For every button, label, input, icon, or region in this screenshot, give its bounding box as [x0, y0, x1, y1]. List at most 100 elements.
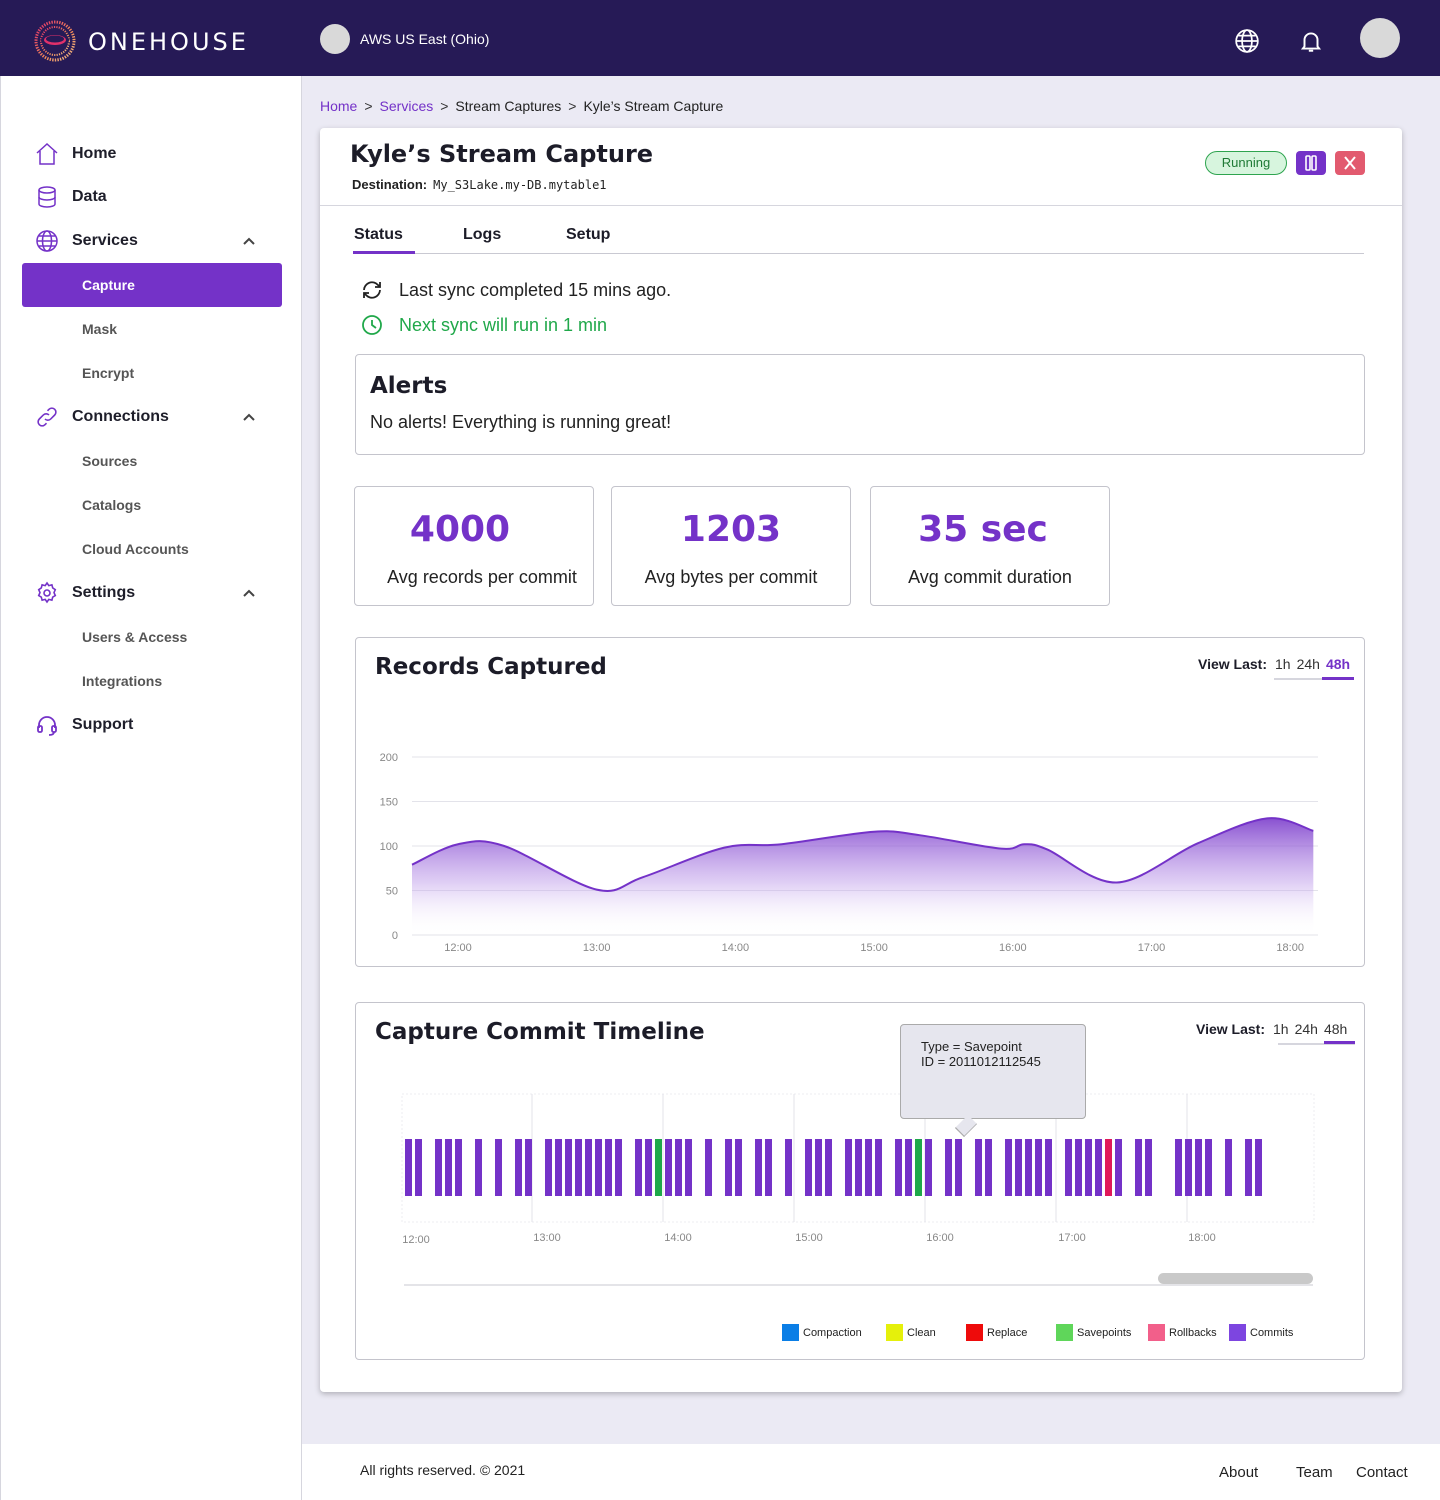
commit-bar[interactable]: [955, 1139, 962, 1196]
sidebar-item-home[interactable]: Home: [35, 139, 116, 169]
avatar[interactable]: [1360, 18, 1400, 58]
commit-bar[interactable]: [1225, 1139, 1232, 1196]
globe-icon[interactable]: [1234, 28, 1260, 54]
commit-bar[interactable]: [455, 1139, 462, 1196]
commit-bar[interactable]: [565, 1139, 572, 1196]
commit-bar[interactable]: [1095, 1139, 1102, 1196]
commit-bar[interactable]: [845, 1139, 852, 1196]
commit-bar[interactable]: [595, 1139, 602, 1196]
sidebar-item-sources[interactable]: Sources: [82, 453, 138, 469]
commit-bar[interactable]: [635, 1139, 642, 1196]
commit-bar[interactable]: [1035, 1139, 1042, 1196]
commit-bar[interactable]: [405, 1139, 412, 1196]
commit-bar[interactable]: [825, 1139, 832, 1196]
chevron-up-icon[interactable]: [241, 585, 257, 601]
commit-bar[interactable]: [665, 1139, 672, 1196]
breadcrumb-services[interactable]: Services: [379, 98, 434, 114]
pause-button[interactable]: [1296, 151, 1326, 175]
commit-bar[interactable]: [1145, 1139, 1152, 1196]
commit-bar[interactable]: [475, 1139, 482, 1196]
commit-bar[interactable]: [755, 1139, 762, 1196]
commit-bar[interactable]: [1205, 1139, 1212, 1196]
commit-bar[interactable]: [575, 1139, 582, 1196]
sidebar-item-settings[interactable]: Settings: [35, 578, 135, 608]
commit-bar[interactable]: [1195, 1139, 1202, 1196]
tab-status[interactable]: Status: [354, 226, 403, 243]
commit-bar[interactable]: [685, 1139, 692, 1196]
commit-bar[interactable]: [1255, 1139, 1262, 1196]
commit-bar[interactable]: [865, 1139, 872, 1196]
commit-bar[interactable]: [705, 1139, 712, 1196]
tab-setup[interactable]: Setup: [566, 226, 611, 243]
commit-bar[interactable]: [1015, 1139, 1022, 1196]
sidebar-item-support[interactable]: Support: [35, 710, 133, 740]
footer-link-about[interactable]: About: [1219, 1464, 1259, 1481]
commit-bar[interactable]: [675, 1139, 682, 1196]
sidebar-item-integrations[interactable]: Integrations: [82, 673, 163, 689]
commit-bar[interactable]: [415, 1139, 422, 1196]
stop-button[interactable]: [1335, 151, 1365, 175]
rollback-bar[interactable]: [1105, 1139, 1112, 1196]
commit-bar[interactable]: [855, 1139, 862, 1196]
commit-bar[interactable]: [1175, 1139, 1182, 1196]
sidebar-item-users-access[interactable]: Users & Access: [82, 629, 188, 645]
region-selector[interactable]: AWS US East (Ohio): [320, 24, 489, 54]
onehouse-logo[interactable]: [34, 18, 76, 64]
commit-bar[interactable]: [555, 1139, 562, 1196]
sidebar-item-data[interactable]: Data: [35, 182, 107, 212]
commit-bar[interactable]: [1085, 1139, 1092, 1196]
commit-bar[interactable]: [905, 1139, 912, 1196]
sidebar-item-encrypt[interactable]: Encrypt: [82, 365, 135, 381]
commit-bar[interactable]: [815, 1139, 822, 1196]
timeline-scrollbar-thumb[interactable]: [1158, 1273, 1313, 1284]
commit-bar[interactable]: [725, 1139, 732, 1196]
savepoint-bar[interactable]: [915, 1139, 922, 1196]
savepoint-bar[interactable]: [655, 1139, 662, 1196]
commit-bar[interactable]: [1135, 1139, 1142, 1196]
sidebar-item-mask[interactable]: Mask: [82, 321, 118, 337]
footer-link-contact[interactable]: Contact: [1356, 1464, 1408, 1481]
commit-bar[interactable]: [1075, 1139, 1082, 1196]
sidebar-item-capture[interactable]: Capture: [22, 263, 282, 307]
view-last-48h[interactable]: 48h: [1325, 656, 1351, 672]
commit-bar[interactable]: [925, 1139, 932, 1196]
commit-bar[interactable]: [945, 1139, 952, 1196]
chevron-up-icon[interactable]: [241, 233, 257, 249]
sidebar-item-cloud-accounts[interactable]: Cloud Accounts: [82, 541, 189, 557]
view-last-24h[interactable]: 24h: [1296, 656, 1320, 672]
commit-bar[interactable]: [785, 1139, 792, 1196]
commit-bar[interactable]: [875, 1139, 882, 1196]
sidebar-item-catalogs[interactable]: Catalogs: [82, 497, 142, 513]
view-last-24h[interactable]: 24h: [1294, 1021, 1318, 1037]
commit-bar[interactable]: [895, 1139, 902, 1196]
commit-bar[interactable]: [985, 1139, 992, 1196]
commit-bar[interactable]: [615, 1139, 622, 1196]
breadcrumb-home[interactable]: Home: [320, 98, 358, 114]
commit-bar[interactable]: [645, 1139, 652, 1196]
commit-bar[interactable]: [1245, 1139, 1252, 1196]
commit-bar[interactable]: [605, 1139, 612, 1196]
commit-bar[interactable]: [1185, 1139, 1192, 1196]
commit-bar[interactable]: [735, 1139, 742, 1196]
commit-bar[interactable]: [515, 1139, 522, 1196]
commit-bar[interactable]: [445, 1139, 452, 1196]
chevron-up-icon[interactable]: [241, 409, 257, 425]
bell-icon[interactable]: [1298, 28, 1324, 54]
commit-bar[interactable]: [525, 1139, 532, 1196]
view-last-48h[interactable]: 48h: [1323, 1021, 1348, 1037]
commit-bar[interactable]: [435, 1139, 442, 1196]
commit-bar[interactable]: [1045, 1139, 1052, 1196]
footer-link-team[interactable]: Team: [1296, 1464, 1333, 1481]
commit-bar[interactable]: [975, 1139, 982, 1196]
commit-bar[interactable]: [495, 1139, 502, 1196]
tab-logs[interactable]: Logs: [463, 226, 502, 243]
breadcrumb-stream-captures[interactable]: Stream Captures: [455, 98, 562, 114]
commit-bar[interactable]: [765, 1139, 772, 1196]
commit-bar[interactable]: [1025, 1139, 1032, 1196]
commit-bar[interactable]: [1115, 1139, 1122, 1196]
commit-bar[interactable]: [545, 1139, 552, 1196]
sidebar-item-connections[interactable]: Connections: [35, 402, 169, 432]
commit-bar[interactable]: [585, 1139, 592, 1196]
view-last-1h[interactable]: 1h: [1275, 656, 1291, 672]
sidebar-item-services[interactable]: Services: [35, 226, 138, 256]
